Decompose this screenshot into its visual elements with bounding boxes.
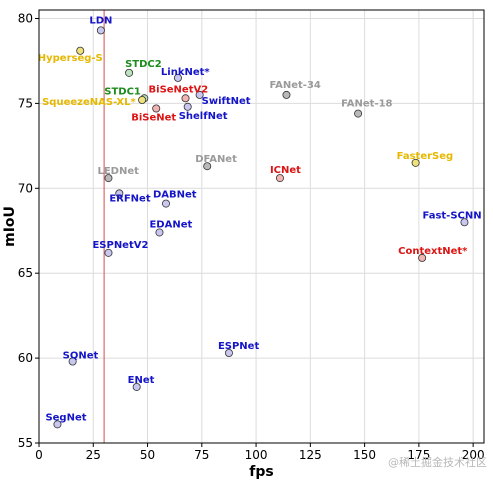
data-points <box>53 26 469 429</box>
label-stdc2: STDC2 <box>125 59 162 70</box>
point-erfnet <box>115 189 124 198</box>
y-tick-label: 55 <box>18 436 33 450</box>
point-hyperseg-s <box>76 46 85 55</box>
point-squeezenas-xl <box>138 95 147 104</box>
x-tick-label: 200 <box>462 448 485 462</box>
y-axis-title: mIoU <box>2 206 18 247</box>
point-fanet-34 <box>282 90 291 99</box>
plot-frame <box>38 9 485 444</box>
x-axis-title: fps <box>249 464 273 480</box>
label-squeezenas-xl: SqueezeNAS-XL* <box>42 97 136 108</box>
label-bisenet: BiSeNet <box>131 112 176 123</box>
label-erfnet: ERFNet <box>109 193 151 204</box>
label-fast-scnn: Fast-SCNN <box>422 210 481 221</box>
point-lednet <box>104 174 113 183</box>
label-fanet-18: FANet-18 <box>341 99 392 110</box>
label-enet: ENet <box>128 375 155 386</box>
point-swiftnet <box>195 90 204 99</box>
x-tick-label: 75 <box>194 448 209 462</box>
point-sqnet <box>68 357 77 366</box>
y-axis-ticks: 55 60 65 70 75 80 <box>18 11 39 450</box>
point-bisenetv2 <box>181 94 190 103</box>
watermark: @稀土掘金技术社区 <box>388 456 487 469</box>
point-ldn <box>96 26 105 35</box>
grid-lines <box>38 10 484 444</box>
label-linknet: LinkNet* <box>161 67 211 78</box>
point-edanet <box>155 228 164 237</box>
point-fasterseg <box>411 158 420 167</box>
point-enet <box>132 382 141 391</box>
label-dfanet: DFANet <box>195 154 237 165</box>
label-fasterseg: FasterSeg <box>397 151 454 162</box>
x-tick-label: 100 <box>245 448 268 462</box>
label-bisenetv2: BiSeNetV2 <box>149 84 209 95</box>
point-fanet-18 <box>354 109 363 118</box>
point-segnet <box>53 420 62 429</box>
point-shelfnet <box>183 102 192 111</box>
label-segnet: SegNet <box>45 412 86 423</box>
label-shelfnet: ShelfNet <box>179 111 228 122</box>
label-sqnet: SQNet <box>63 350 99 361</box>
x-axis-ticks: 0 25 50 75 100 125 150 175 200 <box>35 443 485 462</box>
point-dabnet <box>161 199 170 208</box>
point-espnet <box>224 349 233 358</box>
x-tick-label: 50 <box>140 448 155 462</box>
point-linknet <box>173 73 182 82</box>
point-dfanet <box>203 162 212 171</box>
y-tick-label: 65 <box>18 266 33 280</box>
label-lednet: LEDNet <box>97 166 139 177</box>
point-stdc2 <box>125 68 134 77</box>
label-dabnet: DABNet <box>153 190 197 201</box>
point-contextnet <box>418 253 427 262</box>
point-fast-scnn <box>460 218 469 227</box>
point-espnetv2 <box>104 248 113 257</box>
y-tick-label: 80 <box>18 11 33 25</box>
x-tick-label: 150 <box>353 448 376 462</box>
y-tick-label: 70 <box>18 181 33 195</box>
label-icnet: ICNet <box>270 165 301 176</box>
x-tick-label: 25 <box>86 448 101 462</box>
x-tick-label: 125 <box>299 448 322 462</box>
label-hyperseg-s: Hyperseg-S <box>38 53 103 64</box>
point-icnet <box>275 174 284 183</box>
point-bisenet <box>152 104 161 113</box>
label-espnetv2: ESPNetV2 <box>92 240 148 251</box>
label-ldn: LDN <box>89 15 112 26</box>
label-contextnet: ContextNet* <box>398 246 468 257</box>
label-edanet: EDANet <box>149 219 192 230</box>
y-tick-label: 60 <box>18 351 33 365</box>
y-tick-label: 75 <box>18 96 33 110</box>
label-stdc1: STDC1 <box>104 86 141 97</box>
label-swiftnet: SwiftNet <box>202 96 251 107</box>
x-tick-label: 0 <box>35 448 43 462</box>
x-tick-label: 175 <box>407 448 430 462</box>
label-espnet: ESPNet <box>218 341 260 352</box>
label-fanet-34: FANet-34 <box>269 80 320 91</box>
